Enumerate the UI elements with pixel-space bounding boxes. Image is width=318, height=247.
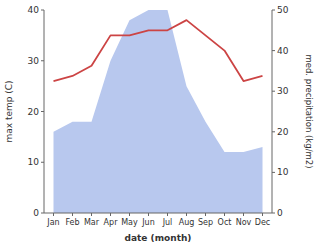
- x-axis: [44, 213, 272, 214]
- x-tick: [72, 213, 73, 216]
- plot-area: [54, 10, 263, 213]
- x-tick-label: May: [121, 218, 138, 227]
- y-tick: [41, 162, 44, 163]
- y-tick: [41, 213, 44, 214]
- x-tick-label: Nov: [236, 218, 252, 227]
- chart: Jan Feb Mar AprMayJun Jul AugSep Oct NovDec 0 10 2…: [0, 0, 318, 247]
- y-tick-label: 30: [28, 56, 40, 66]
- x-tick-label: Oct: [218, 218, 232, 227]
- y2-axis-label: med. precipitation (kg/m2): [304, 54, 314, 168]
- x-tick-label: Dec: [255, 218, 270, 227]
- y2-tick: [272, 131, 275, 132]
- x-tick-label: Jun: [141, 218, 155, 227]
- y2-tick-label: 0: [277, 208, 283, 218]
- x-tick: [243, 213, 244, 216]
- x-tick: [129, 213, 130, 216]
- x-tick-label: Sep: [198, 218, 213, 227]
- y-axis-label: max temp (C): [4, 80, 14, 142]
- x-axis-label: date (month): [125, 233, 192, 243]
- y2-tick-label: 40: [277, 46, 289, 56]
- y-tick: [41, 60, 44, 61]
- x-tick: [110, 213, 111, 216]
- y2-tick-label: 50: [277, 5, 289, 15]
- x-tick: [91, 213, 92, 216]
- line: [54, 20, 263, 81]
- x-tick: [148, 213, 149, 216]
- y2-tick-label: 30: [277, 86, 289, 96]
- x-tick: [262, 213, 263, 216]
- y2-tick: [272, 50, 275, 51]
- y2-tick: [272, 91, 275, 92]
- y2-tick: [272, 10, 275, 11]
- x-tick-label: Aug: [179, 218, 195, 227]
- x-tick-label: Jul: [162, 218, 173, 227]
- x-tick-label: Jan: [46, 218, 59, 227]
- y2-tick: [272, 213, 275, 214]
- x-tick-label: Apr: [104, 218, 119, 227]
- y-tick-label: 0: [33, 208, 39, 218]
- x-tick: [186, 213, 187, 216]
- x-tick-label: Feb: [65, 218, 79, 227]
- x-tick: [167, 213, 168, 216]
- x-tick-label: Mar: [84, 218, 100, 227]
- y2-axis: [272, 10, 273, 213]
- y-tick-label: 40: [28, 5, 40, 15]
- y2-tick-label: 20: [277, 127, 289, 137]
- x-tick: [224, 213, 225, 216]
- y-tick: [41, 10, 44, 11]
- y-tick-label: 10: [28, 157, 40, 167]
- area: [54, 10, 263, 213]
- y2-tick: [272, 172, 275, 173]
- y2-tick-label: 10: [277, 167, 289, 177]
- x-tick: [205, 213, 206, 216]
- x-tick: [53, 213, 54, 216]
- y-tick: [41, 111, 44, 112]
- y-tick-label: 20: [28, 107, 40, 117]
